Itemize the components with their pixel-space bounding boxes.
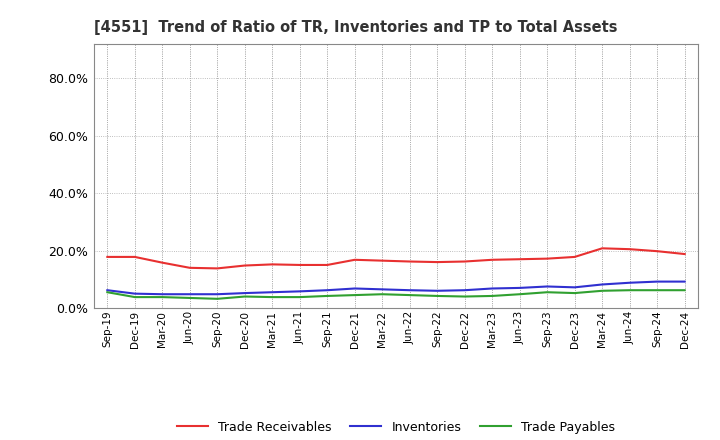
Trade Payables: [405, 293, 414, 298]
Trade Receivables: [103, 254, 112, 260]
Trade Payables: [213, 296, 222, 301]
Trade Payables: [295, 294, 304, 300]
Trade Payables: [570, 290, 579, 296]
Trade Receivables: [213, 266, 222, 271]
Inventories: [295, 289, 304, 294]
Trade Receivables: [680, 251, 689, 257]
Trade Payables: [653, 288, 662, 293]
Line: Trade Receivables: Trade Receivables: [107, 248, 685, 268]
Trade Receivables: [598, 246, 606, 251]
Trade Payables: [103, 290, 112, 295]
Inventories: [130, 291, 139, 296]
Trade Payables: [351, 293, 359, 298]
Trade Receivables: [378, 258, 387, 263]
Trade Payables: [516, 292, 524, 297]
Trade Payables: [433, 293, 441, 299]
Trade Receivables: [186, 265, 194, 271]
Inventories: [488, 286, 497, 291]
Inventories: [378, 287, 387, 292]
Inventories: [351, 286, 359, 291]
Trade Payables: [130, 294, 139, 300]
Trade Payables: [268, 294, 276, 300]
Trade Payables: [186, 295, 194, 301]
Trade Receivables: [570, 254, 579, 260]
Inventories: [570, 285, 579, 290]
Inventories: [516, 285, 524, 290]
Trade Payables: [626, 288, 634, 293]
Inventories: [543, 284, 552, 289]
Line: Trade Payables: Trade Payables: [107, 290, 685, 299]
Trade Payables: [598, 288, 606, 293]
Inventories: [460, 288, 469, 293]
Trade Receivables: [130, 254, 139, 260]
Trade Receivables: [351, 257, 359, 262]
Inventories: [268, 290, 276, 295]
Trade Receivables: [516, 257, 524, 262]
Trade Payables: [543, 290, 552, 295]
Inventories: [323, 288, 332, 293]
Inventories: [186, 292, 194, 297]
Trade Receivables: [323, 262, 332, 268]
Trade Receivables: [653, 249, 662, 254]
Legend: Trade Receivables, Inventories, Trade Payables: Trade Receivables, Inventories, Trade Pa…: [171, 416, 621, 439]
Inventories: [626, 280, 634, 286]
Trade Payables: [240, 294, 249, 299]
Inventories: [240, 290, 249, 296]
Trade Receivables: [405, 259, 414, 264]
Text: [4551]  Trend of Ratio of TR, Inventories and TP to Total Assets: [4551] Trend of Ratio of TR, Inventories…: [94, 20, 617, 35]
Trade Payables: [460, 294, 469, 299]
Inventories: [598, 282, 606, 287]
Trade Receivables: [268, 262, 276, 267]
Trade Payables: [378, 292, 387, 297]
Trade Receivables: [460, 259, 469, 264]
Inventories: [103, 288, 112, 293]
Trade Receivables: [543, 256, 552, 261]
Trade Receivables: [488, 257, 497, 262]
Inventories: [653, 279, 662, 284]
Inventories: [680, 279, 689, 284]
Trade Payables: [488, 293, 497, 299]
Trade Receivables: [626, 246, 634, 252]
Trade Receivables: [240, 263, 249, 268]
Trade Payables: [158, 294, 166, 300]
Trade Payables: [680, 288, 689, 293]
Trade Receivables: [295, 262, 304, 268]
Inventories: [213, 292, 222, 297]
Inventories: [433, 288, 441, 293]
Trade Receivables: [158, 260, 166, 265]
Trade Receivables: [433, 260, 441, 265]
Trade Payables: [323, 293, 332, 299]
Line: Inventories: Inventories: [107, 282, 685, 294]
Inventories: [158, 292, 166, 297]
Inventories: [405, 288, 414, 293]
